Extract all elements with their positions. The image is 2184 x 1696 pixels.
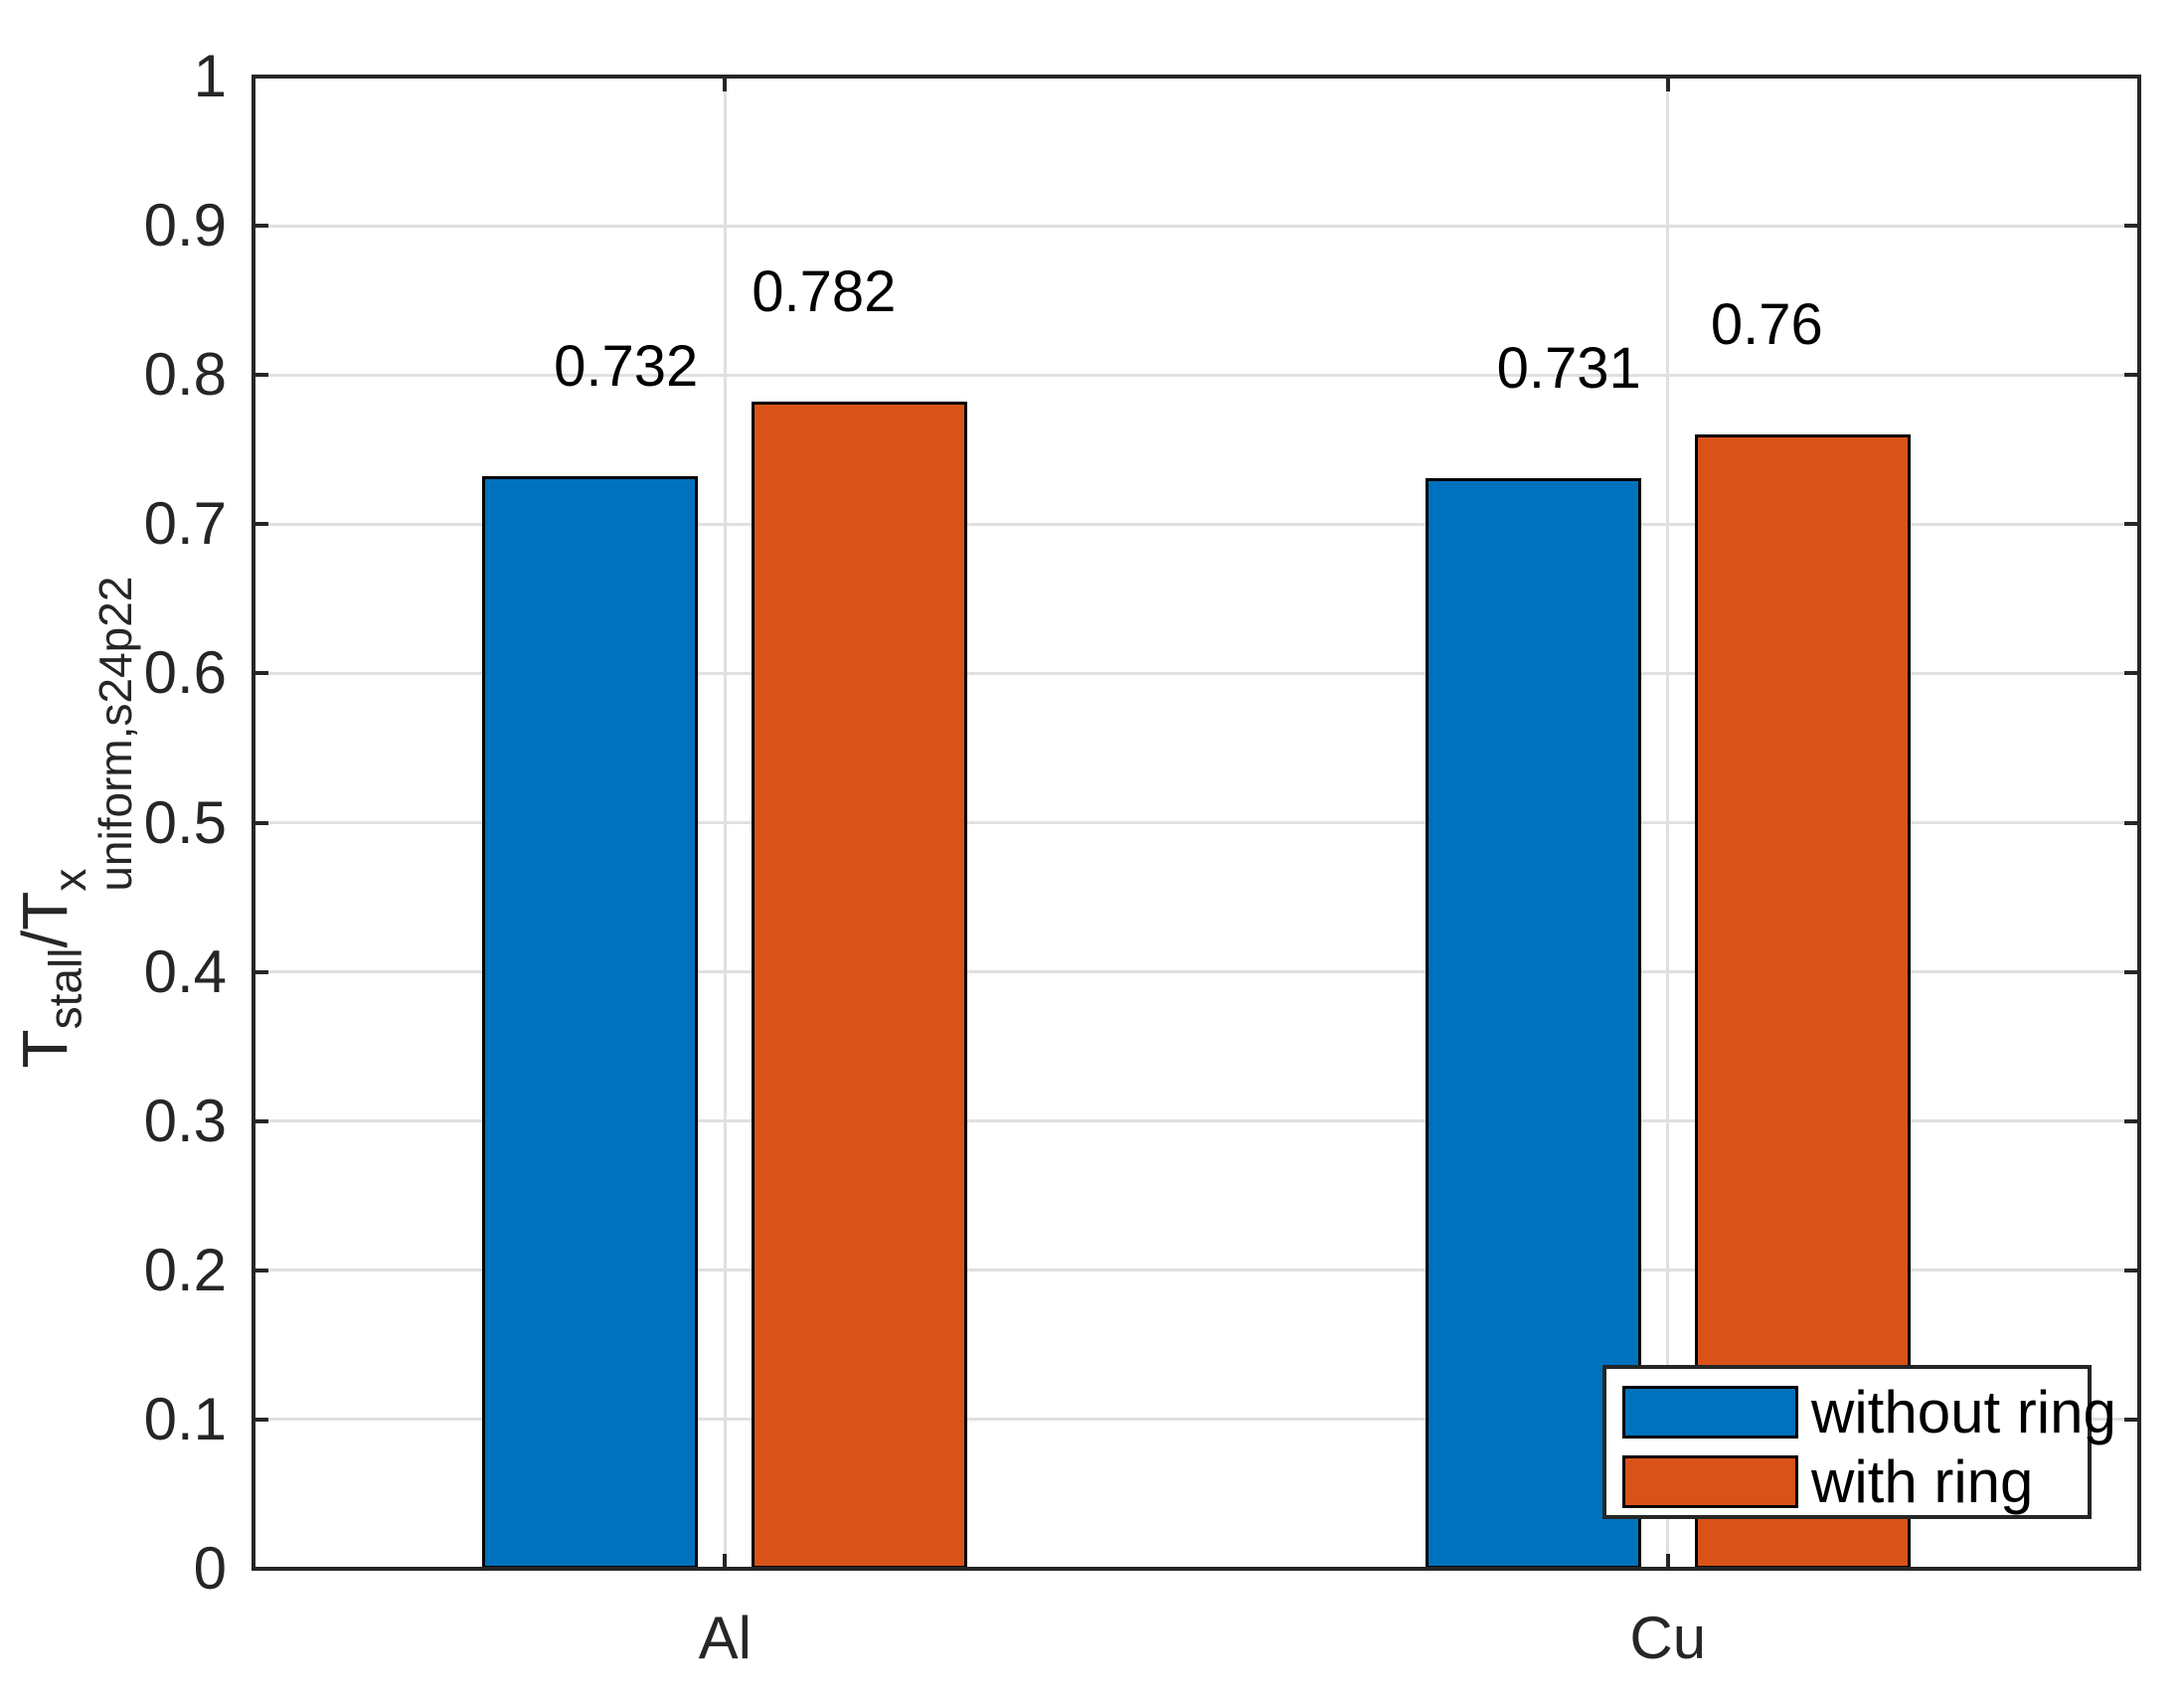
gridline-y-0.5 — [253, 821, 2139, 824]
legend-swatch-without-ring — [1622, 1386, 1798, 1439]
y-tick-mark-left — [253, 671, 268, 676]
y-axis-label: Tstall/T x uniform,s24p22 — [9, 576, 142, 1069]
legend: without ring with ring — [1602, 1365, 2116, 1519]
bar-value-label: 0.732 — [554, 334, 699, 400]
y-axis-tick-label: 0.7 — [143, 490, 227, 558]
y-tick-mark-left — [253, 1417, 268, 1422]
x-tick-mark-bottom — [723, 1554, 728, 1569]
y-tick-mark-right — [2124, 373, 2139, 378]
y-tick-mark-left — [253, 224, 268, 229]
y-axis-label-subscript-uniform: uniform,s24p22 — [89, 576, 142, 892]
gridline-x-Al — [723, 77, 727, 1569]
y-axis-label-subscript-stall: stall — [39, 947, 91, 1030]
y-axis-label-term: T — [8, 1029, 81, 1069]
x-tick-mark-top — [1665, 77, 1670, 91]
gridline-y-0.1 — [253, 1418, 2139, 1422]
y-axis-tick-label: 0.2 — [143, 1236, 227, 1303]
bar-value-label: 0.782 — [752, 259, 897, 325]
bar-without-ring-al — [482, 476, 699, 1569]
gridline-y-0.2 — [253, 1269, 2139, 1272]
x-axis-tick-label-al: Al — [698, 1605, 752, 1671]
y-axis-tick-label: 0.8 — [143, 341, 227, 409]
legend-swatch-with-ring — [1622, 1455, 1798, 1508]
y-tick-mark-left — [253, 522, 268, 527]
gridline-y-0.3 — [253, 1119, 2139, 1123]
x-tick-mark-top — [723, 77, 728, 91]
y-tick-mark-right — [2124, 75, 2139, 79]
legend-label-with-ring: with ring — [1811, 1447, 2034, 1515]
legend-label-without-ring: without ring — [1811, 1378, 2116, 1445]
y-tick-mark-left — [253, 1268, 268, 1272]
y-axis-tick-label: 0 — [193, 1535, 227, 1602]
y-axis-label-supsub: x uniform,s24p22 — [44, 576, 142, 892]
y-axis-label-superscript-x: x — [44, 868, 96, 892]
y-axis-tick-label: 0.3 — [143, 1087, 227, 1154]
gridline-x-Cu — [1666, 77, 1670, 1569]
y-axis-tick-label: 0.5 — [143, 788, 227, 856]
y-tick-mark-left — [253, 373, 268, 378]
gridline-y-0.8 — [253, 373, 2139, 377]
gridline-y-0.7 — [253, 522, 2139, 526]
y-axis-tick-label: 0.6 — [143, 639, 227, 707]
y-tick-mark-left — [253, 75, 268, 79]
y-axis-tick-label: 1 — [193, 43, 227, 109]
x-axis-tick-label-cu: Cu — [1629, 1605, 1707, 1671]
y-tick-mark-right — [2124, 522, 2139, 527]
y-tick-mark-left — [253, 820, 268, 825]
y-tick-mark-left — [253, 1567, 268, 1571]
y-tick-mark-right — [2124, 224, 2139, 229]
y-tick-mark-right — [2124, 820, 2139, 825]
y-tick-mark-left — [253, 1118, 268, 1123]
y-tick-mark-right — [2124, 969, 2139, 974]
y-tick-mark-right — [2124, 1567, 2139, 1571]
y-tick-mark-right — [2124, 1118, 2139, 1123]
bar-value-label: 0.731 — [1496, 335, 1641, 401]
y-axis-tick-label: 0.4 — [143, 937, 227, 1005]
y-axis-label-term: /T — [8, 891, 81, 948]
y-tick-mark-right — [2124, 1417, 2139, 1422]
y-axis-tick-label: 0.1 — [143, 1385, 227, 1452]
plot-area: 0 0.1 0.2 0.3 0.4 0.5 0.6 0.7 0.8 0.9 1 Al Cu 0.732 0… — [144, 47, 2141, 1668]
bar-with-ring-al — [752, 402, 968, 1569]
y-tick-mark-right — [2124, 671, 2139, 676]
y-tick-mark-left — [253, 969, 268, 974]
gridline-y-0.6 — [253, 671, 2139, 675]
y-axis-tick-label: 0.9 — [143, 192, 227, 259]
gridline-y-0.9 — [253, 224, 2139, 228]
gridline-y-0.4 — [253, 970, 2139, 974]
bar-value-label: 0.76 — [1710, 292, 1823, 358]
x-tick-mark-bottom — [1665, 1554, 1670, 1569]
y-tick-mark-right — [2124, 1268, 2139, 1272]
